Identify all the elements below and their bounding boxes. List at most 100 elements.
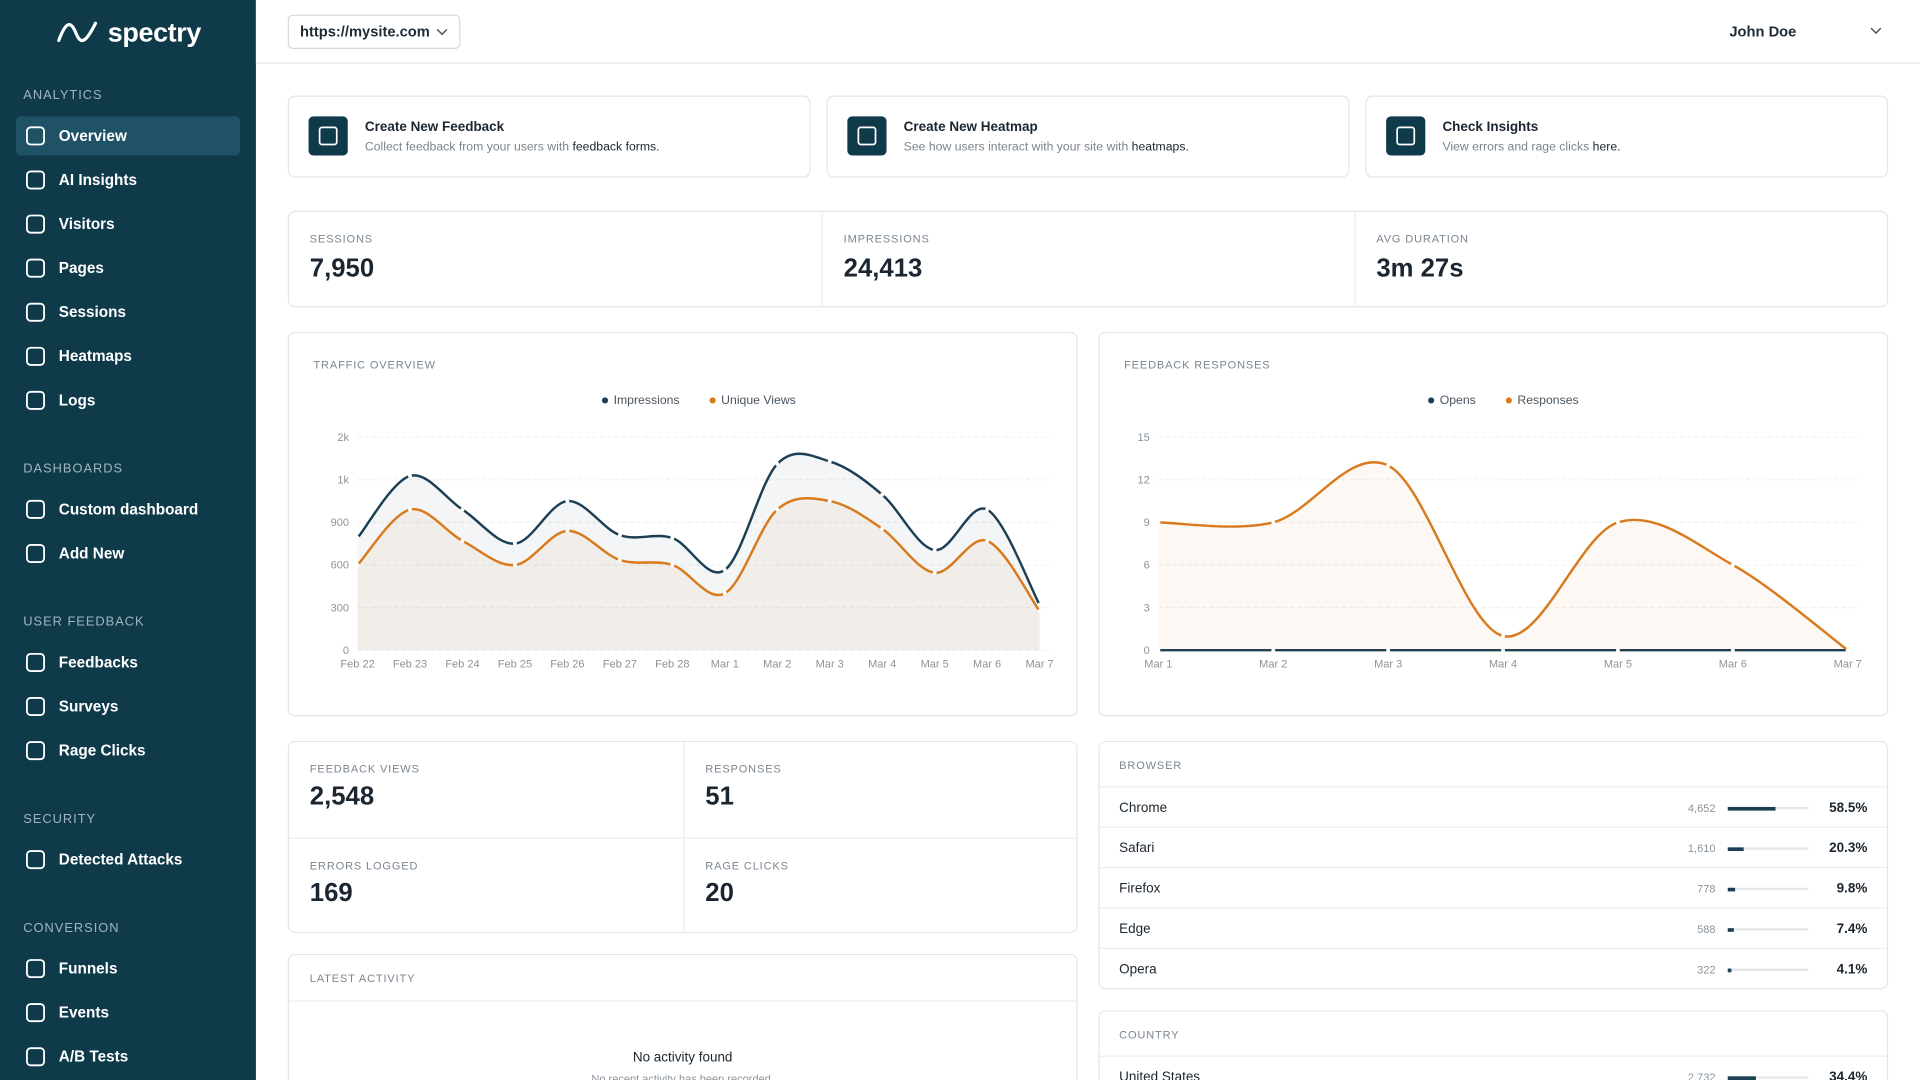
nav-item[interactable]: A/B Tests xyxy=(16,1037,240,1076)
icon xyxy=(26,652,45,672)
nav-item[interactable]: Events xyxy=(16,993,240,1032)
nav-label: Overview xyxy=(58,127,127,145)
y-tick-label: 600 xyxy=(331,560,349,572)
icon-shape xyxy=(26,850,45,870)
point xyxy=(670,563,675,567)
logo-mark xyxy=(57,21,98,43)
nav-item[interactable]: AI Insights xyxy=(16,160,240,199)
x-tick-label: Feb 28 xyxy=(655,658,689,670)
icon-shape xyxy=(26,499,45,519)
bar xyxy=(1727,967,1732,972)
nav-item[interactable]: Detected Attacks xyxy=(16,840,240,879)
nav: ANALYTICS Overview AI Insights Visitors Page… xyxy=(15,78,241,1080)
nav-item[interactable]: Logs xyxy=(16,381,240,420)
icon xyxy=(26,214,45,234)
action-card[interactable]: Check Insights View errors and rage click… xyxy=(1365,95,1889,178)
stat-value: 20 xyxy=(705,879,734,908)
point xyxy=(985,507,990,512)
stat: FEEDBACK VIEWS 2,548 xyxy=(289,742,683,838)
row-name: Firefox xyxy=(1119,881,1161,897)
action-card[interactable]: Create New Heatmap See how users interact… xyxy=(826,95,1350,178)
nav-item[interactable]: Rage Clicks xyxy=(16,731,240,770)
point xyxy=(1386,463,1391,468)
card-title: BROWSER xyxy=(1119,759,1183,772)
nav-item[interactable]: Visitors xyxy=(16,204,240,243)
section-title: SECURITY xyxy=(23,811,97,827)
empty-note: No recent activity has been recorded. xyxy=(591,1072,774,1080)
x-tick-label: Feb 25 xyxy=(498,658,532,670)
point xyxy=(1037,602,1042,607)
row-share: 7.4% xyxy=(1836,922,1868,937)
icon xyxy=(26,499,45,519)
icon-shape xyxy=(26,126,45,146)
icon-shape xyxy=(1396,126,1416,146)
icon xyxy=(318,126,338,146)
point xyxy=(932,548,937,553)
y-tick-label: 0 xyxy=(343,645,349,657)
point xyxy=(512,563,517,567)
nav-item[interactable]: Add New xyxy=(16,534,240,573)
bar-track xyxy=(1727,1075,1809,1080)
point xyxy=(880,492,885,497)
x-tick-label: Mar 4 xyxy=(1489,658,1517,670)
x-tick-label: Mar 1 xyxy=(1144,658,1172,670)
stat-label: AVG DURATION xyxy=(1376,232,1469,245)
y-tick-label: 3 xyxy=(1144,602,1150,614)
nav-label: Pages xyxy=(58,259,104,277)
table-row: Safari 1,610 20.3% xyxy=(1099,826,1887,869)
row-name: Opera xyxy=(1119,962,1157,978)
url-select[interactable]: https://mysite.com xyxy=(287,14,461,49)
nav-item[interactable]: Custom dashboard xyxy=(16,490,240,529)
action-link[interactable]: feedback forms. xyxy=(572,140,660,155)
legend-label: Impressions xyxy=(614,393,680,407)
stat-label: IMPRESSIONS xyxy=(843,232,930,245)
stat: IMPRESSIONS 24,413 xyxy=(821,211,1355,307)
icon xyxy=(26,302,45,322)
nav-item[interactable]: Funnels xyxy=(16,949,240,988)
table-row: Chrome 4,652 58.5% xyxy=(1099,786,1887,828)
nav-item[interactable]: Feedbacks xyxy=(16,643,240,682)
table-row: Edge 588 7.4% xyxy=(1099,907,1887,949)
point xyxy=(880,526,885,531)
user-menu[interactable]: John Doe xyxy=(1729,23,1797,41)
point xyxy=(1730,563,1735,567)
nav-item[interactable]: Surveys xyxy=(16,687,240,726)
legend-marker xyxy=(1505,397,1512,404)
icon-shape xyxy=(26,543,45,563)
x-tick-label: Mar 2 xyxy=(763,658,791,670)
icon-shape xyxy=(26,214,45,234)
legend-label: Opens xyxy=(1440,393,1476,407)
x-tick-label: Mar 5 xyxy=(921,658,949,670)
action-link[interactable]: here. xyxy=(1592,140,1621,155)
legend-label: Responses xyxy=(1517,393,1578,407)
nav-label: Heatmaps xyxy=(58,347,132,365)
nav-label: Sessions xyxy=(58,303,126,321)
point xyxy=(460,538,465,543)
icon xyxy=(26,697,45,717)
icon xyxy=(26,170,45,190)
chart: TRAFFIC OVERVIEW 0 300 600 900 1k 2k Feb 22 Feb … xyxy=(313,360,1053,671)
icon-shape xyxy=(857,126,877,146)
nav-item[interactable]: Pages xyxy=(16,249,240,288)
row-name: Chrome xyxy=(1119,800,1168,816)
action-link[interactable]: heatmaps. xyxy=(1131,140,1189,155)
x-tick-label: Feb 27 xyxy=(603,658,637,670)
point xyxy=(1845,648,1850,653)
area xyxy=(357,453,1040,651)
row-name: United States xyxy=(1119,1070,1201,1080)
point xyxy=(722,591,727,596)
stat-label: RAGE CLICKS xyxy=(705,859,789,872)
x-tick-label: Feb 22 xyxy=(340,658,374,670)
nav-item[interactable]: Overview xyxy=(15,116,241,156)
section-title: DASHBOARDS xyxy=(23,461,124,477)
x-tick-label: Mar 1 xyxy=(711,658,739,670)
point xyxy=(617,533,622,538)
legend-marker xyxy=(709,397,716,404)
logo: spectry xyxy=(107,17,202,48)
nav-item[interactable]: Heatmaps xyxy=(16,337,240,376)
chart: FEEDBACK RESPONSES 0 3 6 9 12 15 Mar 1 Mar 2 Mar … xyxy=(1124,360,1862,671)
nav-item[interactable]: Sessions xyxy=(16,293,240,332)
y-tick-label: 9 xyxy=(1144,517,1150,529)
action-card[interactable]: Create New Feedback Collect feedback from… xyxy=(287,95,811,178)
icon xyxy=(26,543,45,563)
